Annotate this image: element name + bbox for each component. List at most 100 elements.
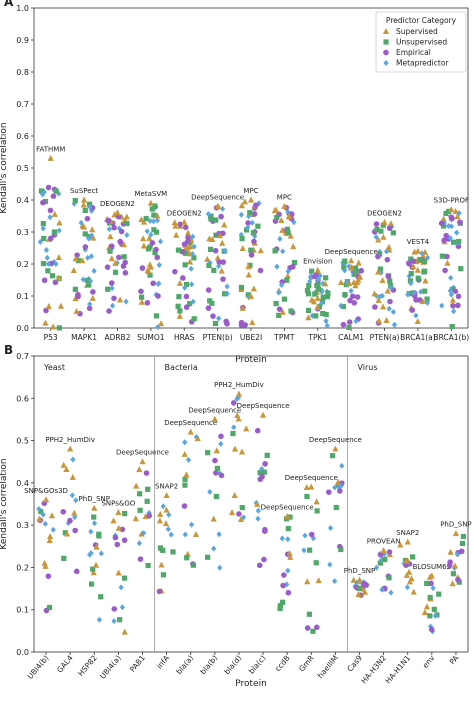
data-point xyxy=(120,241,128,248)
data-point xyxy=(280,248,286,255)
data-point xyxy=(91,504,98,511)
data-point xyxy=(436,591,442,597)
data-point xyxy=(356,576,363,583)
data-point xyxy=(449,323,455,330)
data-point xyxy=(322,280,329,287)
data-point xyxy=(442,267,448,274)
data-point xyxy=(218,433,224,440)
data-point xyxy=(386,549,393,555)
data-point xyxy=(42,520,48,527)
data-point xyxy=(354,294,361,300)
data-point xyxy=(40,221,46,227)
data-point xyxy=(146,261,154,268)
data-point xyxy=(144,228,150,235)
group-label: Bacteria xyxy=(165,363,198,372)
data-point xyxy=(444,253,450,260)
data-point xyxy=(163,492,170,499)
data-point xyxy=(187,243,194,250)
data-point xyxy=(308,531,315,538)
data-point xyxy=(56,219,63,226)
data-point xyxy=(375,253,381,260)
data-point xyxy=(390,308,396,315)
data-point xyxy=(214,254,221,261)
data-point xyxy=(57,302,65,309)
data-point xyxy=(285,567,291,574)
data-point xyxy=(85,254,91,261)
data-point xyxy=(183,250,189,256)
data-point xyxy=(87,203,93,210)
data-point xyxy=(449,215,455,222)
data-point xyxy=(183,471,190,478)
data-point xyxy=(140,242,147,249)
data-point xyxy=(243,227,250,233)
data-point xyxy=(379,276,386,283)
data-point xyxy=(144,498,150,504)
data-point xyxy=(37,238,44,245)
data-point xyxy=(78,219,84,226)
data-point xyxy=(449,580,456,587)
data-point xyxy=(414,266,421,273)
data-point xyxy=(255,223,261,229)
data-point xyxy=(70,267,77,274)
data-point xyxy=(307,273,314,280)
data-point xyxy=(423,603,431,610)
x-tick-label: haeIIIM xyxy=(316,654,340,681)
y-tick-label: 0.2 xyxy=(16,563,29,572)
data-point xyxy=(138,288,144,295)
best-predictor-label: PPH2_HumDiv xyxy=(214,381,264,389)
data-point xyxy=(208,213,214,219)
data-point xyxy=(188,265,194,272)
data-point xyxy=(123,213,130,220)
data-point xyxy=(187,301,193,307)
data-point xyxy=(82,231,88,237)
data-point xyxy=(332,484,338,491)
data-point xyxy=(45,302,52,309)
data-point xyxy=(162,520,170,527)
data-point xyxy=(315,286,322,292)
data-point xyxy=(137,556,144,562)
data-point xyxy=(375,236,382,243)
data-point xyxy=(144,300,151,306)
data-point xyxy=(187,428,194,435)
legend-entry: Unsupervised xyxy=(396,38,447,47)
data-point xyxy=(424,254,431,261)
data-point xyxy=(218,472,225,479)
data-point xyxy=(177,221,184,228)
y-tick-label: 0.3 xyxy=(16,228,29,237)
data-point xyxy=(305,314,312,321)
data-point xyxy=(222,291,228,297)
data-point xyxy=(157,510,164,517)
data-point xyxy=(408,575,415,582)
data-point xyxy=(47,207,54,214)
data-point xyxy=(192,530,200,537)
data-point xyxy=(427,594,433,601)
legend-title: Predictor Category xyxy=(386,16,457,25)
data-point xyxy=(55,254,62,261)
data-point xyxy=(238,211,245,218)
x-tick-label: SUMO1 xyxy=(137,333,165,342)
data-point xyxy=(72,255,79,262)
data-point xyxy=(385,243,392,250)
data-point xyxy=(277,603,283,609)
data-point xyxy=(86,305,93,312)
best-predictor-label: DeepSequence xyxy=(164,419,217,427)
data-point xyxy=(320,294,326,300)
data-point xyxy=(90,566,96,572)
data-point xyxy=(86,282,92,288)
data-point xyxy=(441,223,447,229)
data-point xyxy=(182,224,189,231)
data-point xyxy=(121,628,128,635)
data-point xyxy=(155,293,161,299)
data-point xyxy=(72,295,79,302)
data-point xyxy=(314,266,321,273)
best-predictor-label: SuSPect xyxy=(70,187,98,195)
data-point xyxy=(73,568,80,575)
data-point xyxy=(255,515,261,522)
data-point xyxy=(222,247,228,254)
data-point xyxy=(122,270,129,276)
data-point xyxy=(122,510,128,517)
data-point xyxy=(306,283,312,289)
chart-panel-a: A 0.0 0.1 0.2 0.3 0.4 0.5 0.6 0.7 0.8 0.9 1.0 Kendal… xyxy=(0,0,469,365)
data-point xyxy=(96,531,102,537)
data-point xyxy=(358,267,365,274)
